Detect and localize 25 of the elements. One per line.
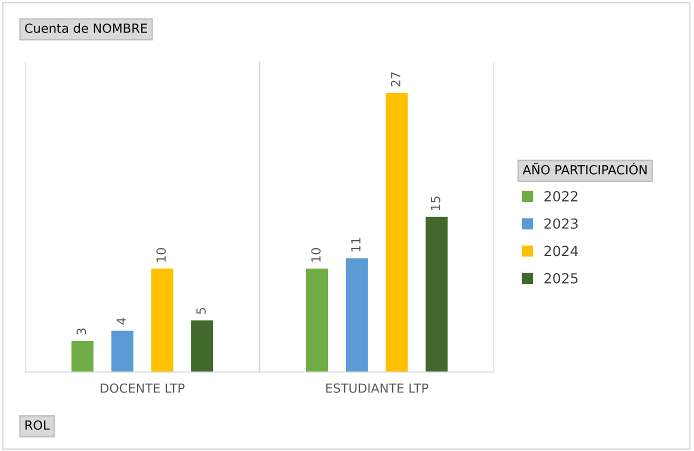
bar bbox=[386, 92, 408, 372]
x-tick-label: DOCENTE LTP bbox=[100, 383, 185, 393]
bar bbox=[191, 320, 214, 372]
data-label: 10 bbox=[156, 248, 166, 262]
x-tick-label: ESTUDIANTE LTP bbox=[326, 383, 428, 393]
legend-label: 2025 bbox=[544, 273, 578, 284]
bar bbox=[306, 268, 328, 372]
legend-label: 2023 bbox=[544, 218, 578, 229]
legend-label: 2022 bbox=[544, 191, 578, 202]
x-axis-title: ROL bbox=[26, 420, 50, 430]
bar bbox=[346, 258, 368, 372]
data-label: 10 bbox=[311, 248, 321, 262]
bar bbox=[151, 268, 174, 372]
data-label: 15 bbox=[430, 196, 440, 210]
legend-label: 2024 bbox=[544, 246, 578, 256]
data-label: 27 bbox=[390, 72, 400, 86]
chart-title: Cuenta de NOMBRE bbox=[24, 23, 148, 33]
data-label: 5 bbox=[196, 308, 206, 314]
bar bbox=[426, 216, 448, 372]
legend-title: AÑO PARTICIPACIÓN bbox=[522, 162, 647, 174]
data-label: 4 bbox=[116, 318, 126, 325]
data-label: 11 bbox=[351, 238, 360, 252]
bar bbox=[111, 330, 134, 372]
bar bbox=[71, 341, 94, 372]
data-label: 3 bbox=[76, 328, 86, 335]
